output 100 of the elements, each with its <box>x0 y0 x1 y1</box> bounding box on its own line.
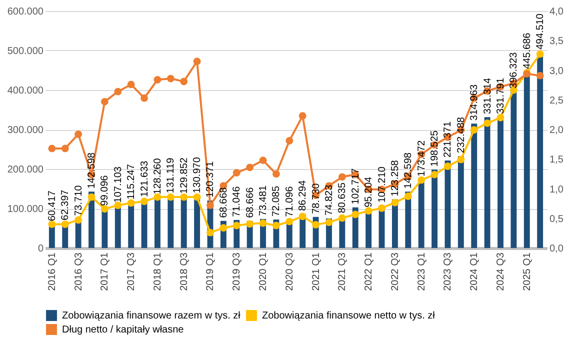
point <box>140 94 148 102</box>
point <box>114 202 122 210</box>
point <box>246 220 254 228</box>
data-label: 68.668 <box>218 186 230 218</box>
y-tick-label: 500.000 <box>7 46 44 57</box>
point <box>48 144 56 152</box>
data-label: 396.323 <box>508 52 520 88</box>
point <box>430 170 438 178</box>
point <box>180 193 188 201</box>
y2-tick-label: 4,0 <box>550 6 564 18</box>
bar <box>510 91 517 248</box>
data-label: 173.472 <box>416 140 428 176</box>
data-label: 71.046 <box>232 186 243 217</box>
point <box>220 224 228 232</box>
point <box>444 162 452 170</box>
y2-tick-label: 2,5 <box>550 95 564 106</box>
data-label: 131.119 <box>166 157 177 194</box>
point <box>338 214 346 222</box>
data-label: 232.488 <box>456 116 467 154</box>
data-label: 86.294 <box>298 180 309 211</box>
data-label: 99.096 <box>100 174 111 206</box>
point <box>536 50 544 58</box>
data-label: 62.397 <box>60 189 72 220</box>
point <box>88 193 96 201</box>
bar <box>114 206 121 248</box>
point <box>457 156 465 164</box>
point <box>100 205 108 213</box>
point <box>61 220 69 228</box>
x-tick-label: 2024 Q1 <box>469 252 480 291</box>
point <box>74 130 82 138</box>
x-tick-label: 2022 Q3 <box>390 252 401 291</box>
data-label: 130.970 <box>192 156 204 194</box>
point <box>325 218 333 226</box>
point <box>74 216 82 224</box>
point <box>232 222 240 230</box>
data-label: 129.852 <box>178 157 190 194</box>
x-tick-label: 2020 Q1 <box>258 252 270 291</box>
point <box>470 126 478 134</box>
x-tick-label: 2021 Q1 <box>310 252 322 291</box>
x-tick-label: 2021 Q3 <box>337 252 348 291</box>
data-label: 102.717 <box>350 168 362 204</box>
point <box>418 176 426 184</box>
bar <box>154 197 160 248</box>
point <box>154 76 162 84</box>
bar <box>458 156 464 248</box>
point <box>391 198 399 206</box>
data-label: 71.096 <box>284 186 296 217</box>
x-tick-label: 2025 Q1 <box>522 252 533 291</box>
point <box>312 220 320 228</box>
data-label: 198.525 <box>430 130 441 167</box>
point <box>404 192 412 200</box>
point <box>286 218 294 226</box>
y2-tick-label: 3,0 <box>550 66 564 77</box>
x-tick-label: 2020 Q3 <box>284 252 296 291</box>
data-label: 494.510 <box>535 13 546 50</box>
data-label: 445.686 <box>522 32 533 69</box>
x-tick-label: 2019 Q3 <box>232 252 243 291</box>
y-tick-label: 600.000 <box>7 6 44 18</box>
y-tick-label: 100.000 <box>7 204 44 215</box>
point <box>272 170 280 178</box>
x-tick-label: 2024 Q3 <box>495 252 506 291</box>
bar <box>432 170 438 248</box>
y2-tick-label: 0,0 <box>550 244 564 254</box>
data-label: 115.247 <box>126 164 138 200</box>
y2-tick-label: 1,0 <box>550 184 564 196</box>
data-label: 123.258 <box>390 160 401 196</box>
x-tick-label: 2017 Q3 <box>126 252 138 291</box>
y-tick-label: 400.000 <box>7 86 44 96</box>
point <box>286 137 294 144</box>
bar <box>180 196 187 248</box>
x-tick-label: 2018 Q1 <box>152 252 164 291</box>
point <box>338 173 346 181</box>
point <box>61 144 69 152</box>
y2-tick-label: 0,5 <box>550 214 564 225</box>
data-label: 142.598 <box>403 152 414 189</box>
bar <box>102 208 108 248</box>
y2-tick-label: 2,0 <box>550 125 564 136</box>
data-label: 72.085 <box>271 186 282 217</box>
data-label: 120.371 <box>205 160 216 198</box>
point <box>484 119 492 127</box>
point <box>246 164 254 172</box>
data-label: 60.417 <box>46 190 58 222</box>
point <box>193 193 201 201</box>
data-label: 107.210 <box>376 166 388 203</box>
legend-label: Zobowiązania finansowe netto w tys. zł <box>262 310 436 322</box>
point <box>114 88 122 96</box>
data-label: 95.204 <box>364 176 375 208</box>
data-label: 221.371 <box>442 120 454 158</box>
point <box>259 156 267 164</box>
point <box>298 112 306 120</box>
point <box>378 204 386 212</box>
legend-label: Dług netto / kapitały własne <box>62 324 184 336</box>
data-label: 68.666 <box>244 186 256 218</box>
point <box>298 212 306 220</box>
point <box>272 222 280 230</box>
point <box>48 220 56 228</box>
point <box>180 78 188 86</box>
x-tick-label: 2022 Q1 <box>364 252 375 291</box>
point <box>100 98 108 106</box>
point <box>206 202 214 210</box>
